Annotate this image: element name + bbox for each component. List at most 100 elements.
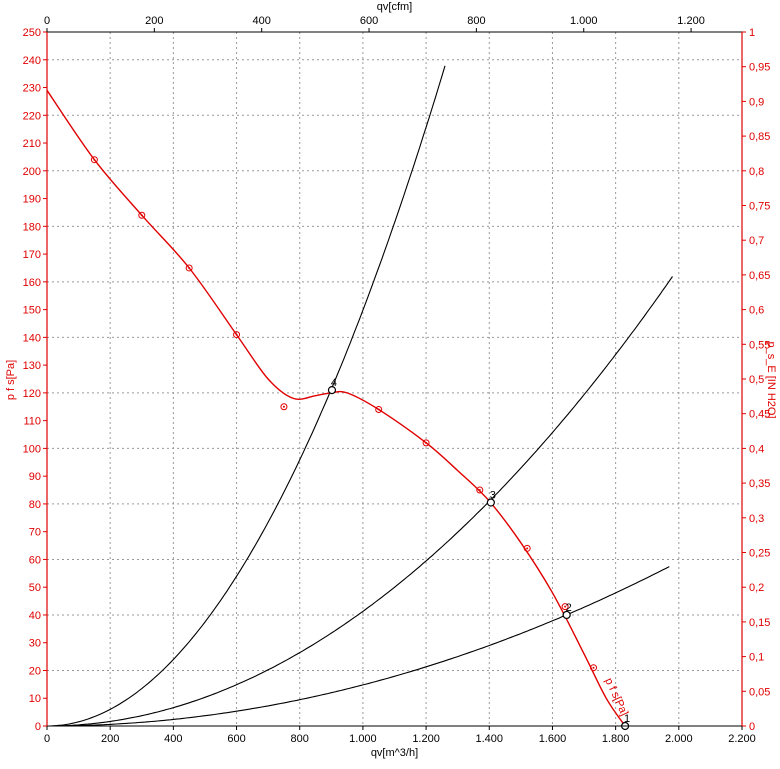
- y-left-tick-label: 170: [23, 249, 41, 261]
- measured-point-dot: [140, 214, 143, 217]
- y-right-tick-label: 0,3: [749, 513, 764, 525]
- fan-curve-label: p f s[Pa]: [602, 676, 630, 718]
- y-left-tick-label: 80: [29, 499, 41, 511]
- measured-point-dot: [93, 158, 96, 161]
- y-left-axis-title: p f s[Pa]: [5, 360, 17, 400]
- y-right-tick-label: 0,1: [749, 652, 764, 664]
- y-right-axis-title: p_s_E [IN H2O]: [765, 341, 777, 418]
- operating-point-label-1: 1: [624, 713, 630, 725]
- y-left-tick-label: 50: [29, 582, 41, 594]
- measured-point: [590, 664, 598, 672]
- y-left-tick-label: 230: [23, 83, 41, 95]
- y-left-tick-label: 190: [23, 194, 41, 206]
- y-right-tick-label: 0,55: [749, 339, 770, 351]
- system-curve-1: [47, 65, 446, 727]
- measured-point-dot: [425, 441, 428, 444]
- x-bottom-tick-label: 2.200: [728, 733, 756, 745]
- y-left-tick-label: 180: [23, 221, 41, 233]
- x-bottom-tick-label: 2.000: [665, 733, 693, 745]
- measured-point: [280, 403, 288, 411]
- y-right-tick-label: 0,9: [749, 96, 764, 108]
- fan-curve-line: [46, 89, 626, 727]
- operating-point-4: [327, 386, 337, 395]
- y-right-tick-label: 0,25: [749, 548, 770, 560]
- points-layer: 1 2 3 4: [90, 156, 630, 731]
- measured-point-dot: [235, 333, 238, 336]
- y-right-tick-label: 0,5: [749, 374, 764, 386]
- measured-point-dot: [188, 266, 191, 269]
- y-right-tick-label: 0,6: [749, 305, 764, 317]
- measured-point: [233, 331, 241, 339]
- measured-point-dot: [592, 666, 595, 669]
- x-bottom-tick-label: 0: [44, 733, 50, 745]
- y-right-tick-label: 0,35: [749, 478, 770, 490]
- x-top-tick-label: 0: [44, 15, 50, 27]
- measured-point: [185, 264, 193, 272]
- operating-point-label-4: 4: [331, 377, 337, 389]
- grid-layer: [47, 32, 742, 726]
- y-right-tick-label: 0,8: [749, 166, 764, 178]
- y-left-tick-label: 0: [35, 721, 41, 733]
- measured-point-dot: [377, 408, 380, 411]
- x-bottom-tick-label: 200: [101, 733, 119, 745]
- measured-point-dot: [526, 547, 529, 550]
- system-curve-3: [47, 566, 670, 727]
- y-left-tick-label: 20: [29, 665, 41, 677]
- y-left-tick-label: 100: [23, 443, 41, 455]
- measured-point: [476, 486, 484, 494]
- measured-point: [422, 439, 430, 447]
- x-top-tick-label: 200: [145, 15, 163, 27]
- y-left-tick-label: 250: [23, 27, 41, 39]
- y-left-tick-label: 110: [23, 416, 41, 428]
- y-left-tick-label: 70: [29, 527, 41, 539]
- y-right-tick-label: 0,95: [749, 62, 770, 74]
- x-bottom-tick-label: 400: [164, 733, 182, 745]
- measured-point: [561, 603, 569, 611]
- x-bottom-tick-label: 800: [291, 733, 309, 745]
- y-left-tick-label: 10: [29, 693, 41, 705]
- y-left-tick-label: 30: [29, 638, 41, 650]
- x-bottom-tick-label: 1.800: [602, 733, 630, 745]
- operating-point-label-3: 3: [490, 490, 496, 502]
- measured-point: [138, 211, 146, 219]
- x-bottom-axis-title: qv[m^3/h]: [371, 747, 418, 759]
- system-curve-2: [47, 276, 673, 727]
- y-right-tick-label: 0,7: [749, 235, 764, 247]
- y-left-tick-label: 200: [23, 166, 41, 178]
- x-top-tick-label: 1.200: [677, 15, 705, 27]
- y-right-tick-label: 0,05: [749, 686, 770, 698]
- measured-point: [523, 544, 531, 552]
- y-left-tick-label: 220: [23, 110, 41, 122]
- x-bottom-tick-label: 1.600: [539, 733, 567, 745]
- y-left-tick-label: 160: [23, 277, 41, 289]
- y-right-tick-label: 0,4: [749, 443, 764, 455]
- measured-point-dot: [282, 405, 285, 408]
- x-top-axis-title: qv[cfm]: [377, 1, 412, 13]
- y-left-tick-label: 140: [23, 332, 41, 344]
- y-right-tick-label: 0,45: [749, 409, 770, 421]
- y-left-tick-label: 120: [23, 388, 41, 400]
- operating-point-2: [562, 610, 571, 620]
- x-top-tick-label: 1.000: [570, 15, 598, 27]
- y-left-tick-label: 40: [29, 610, 41, 622]
- y-left-tick-label: 150: [23, 305, 41, 317]
- y-right-tick-label: 0,75: [749, 201, 770, 213]
- plot-frame: [46, 31, 743, 727]
- operating-point-3: [486, 498, 495, 507]
- y-left-tick-label: 130: [23, 360, 41, 372]
- measured-point: [90, 156, 98, 164]
- y-right-tick-label: 0,15: [749, 617, 770, 629]
- y-left-tick-label: 60: [29, 554, 41, 566]
- x-top-tick-label: 800: [467, 15, 485, 27]
- y-right-tick-label: 0: [749, 721, 755, 733]
- axes-layer: [43, 28, 746, 730]
- y-left-tick-label: 90: [29, 471, 41, 483]
- y-right-tick-label: 0,65: [749, 270, 770, 282]
- labels-layer: 0 200 400 600 800 1.000 1.200 1.400 1.600 1.800 2.…: [5, 1, 777, 759]
- x-bottom-tick-label: 1.000: [349, 733, 377, 745]
- y-right-tick-label: 1: [749, 27, 755, 39]
- x-top-tick-label: 400: [253, 15, 271, 27]
- y-right-tick-label: 0,2: [749, 582, 764, 594]
